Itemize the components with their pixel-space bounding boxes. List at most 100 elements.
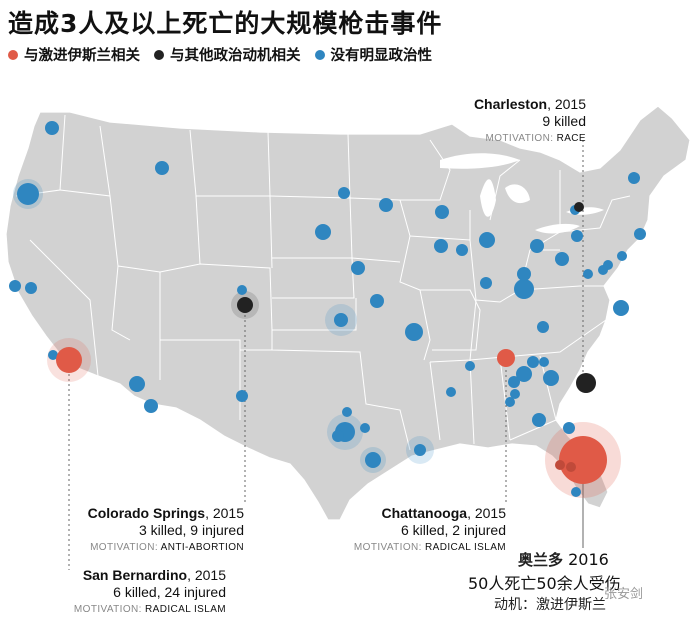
incident-marker	[405, 323, 423, 341]
colorado-springs-label: Colorado Springs, 2015 3 killed, 9 injur…	[88, 505, 244, 556]
legend-dot-black	[154, 49, 164, 60]
incident-marker	[435, 205, 449, 219]
incident-marker	[555, 252, 569, 266]
incident-marker	[543, 370, 559, 386]
incident-marker	[25, 282, 37, 294]
incident-marker	[479, 232, 495, 248]
city-name: Colorado Springs	[87, 505, 206, 521]
incident-marker	[338, 187, 350, 199]
legend-item-not-political: 没有明显政治性	[314, 44, 433, 65]
san-bernardino-label: San Bernardino, 2015 6 killed, 24 injure…	[74, 567, 226, 618]
incident-year: 2015	[194, 567, 226, 583]
incident-marker	[129, 376, 145, 392]
incident-marker	[342, 407, 352, 417]
incident-marker	[505, 397, 515, 407]
city-name: 奥兰多	[518, 551, 564, 569]
incident-marker	[365, 452, 381, 468]
incident-marker	[537, 321, 549, 333]
legend-dot-blue	[314, 49, 325, 60]
legend-label: 没有明显政治性	[330, 48, 433, 64]
incident-year: 2015	[212, 505, 244, 521]
incident-marker	[514, 279, 534, 299]
incident-marker	[45, 121, 59, 135]
incident-year: 2016	[568, 550, 609, 569]
incident-marker	[571, 487, 581, 497]
city-name: Charleston	[473, 96, 548, 112]
incident-marker	[334, 313, 348, 327]
incident-marker	[144, 399, 158, 413]
incident-marker-charleston	[576, 373, 596, 393]
incident-stats: 3 killed, 9 injured	[138, 522, 244, 538]
incident-stats: 50人死亡50余人受伤	[468, 574, 621, 593]
charleston-label: Charleston, 2015 9 killed MOTIVATION: RA…	[474, 96, 586, 147]
incident-marker	[456, 244, 468, 256]
incident-marker	[628, 172, 640, 184]
orlando-label: 奥兰多 2016 50人死亡50余人受伤 动机：激进伊斯兰	[468, 549, 658, 614]
incident-marker	[315, 224, 331, 240]
incident-marker	[530, 239, 544, 253]
incident-marker-chattanooga	[497, 349, 515, 367]
incident-marker	[360, 423, 370, 433]
incident-marker	[517, 267, 531, 281]
motivation: MOTIVATION: RADICAL ISLAM	[73, 604, 226, 615]
incident-marker-orlando	[559, 436, 607, 484]
incident-marker-colorado-springs	[237, 297, 253, 313]
watermark: 张安剑	[604, 587, 644, 602]
legend: 与激进伊斯兰相关 与其他政治动机相关 没有明显政治性	[8, 44, 432, 65]
incident-year: 2015	[554, 96, 586, 112]
incident-marker	[332, 430, 344, 442]
incident-marker	[634, 228, 646, 240]
incident-marker	[510, 389, 520, 399]
incident-marker	[613, 300, 629, 316]
state-borders	[15, 114, 631, 451]
legend-item-other-political: 与其他政治动机相关	[154, 44, 301, 65]
incident-marker	[583, 269, 593, 279]
incident-marker	[446, 387, 456, 397]
incident-marker	[539, 357, 549, 367]
incident-marker	[516, 366, 532, 382]
incident-marker	[155, 161, 169, 175]
legend-label: 与激进伊斯兰相关	[24, 48, 140, 64]
legend-item-radical-islam: 与激进伊斯兰相关	[8, 44, 140, 65]
incident-marker-san-bernardino	[56, 347, 82, 373]
incident-marker	[574, 202, 584, 212]
leader-lines	[68, 140, 584, 570]
incident-marker	[351, 261, 365, 275]
incident-marker	[465, 361, 475, 371]
incident-marker	[237, 285, 247, 295]
legend-dot-red	[8, 49, 18, 60]
incident-marker	[571, 230, 583, 242]
incident-marker	[370, 294, 384, 308]
city-name: San Bernardino	[82, 567, 188, 583]
incident-marker	[532, 413, 546, 427]
legend-label: 与其他政治动机相关	[170, 48, 301, 64]
incident-marker	[480, 277, 492, 289]
incident-stats: 6 killed, 2 injured	[400, 522, 506, 538]
incident-marker	[566, 462, 576, 472]
incident-marker	[9, 280, 21, 292]
incident-marker	[508, 376, 520, 388]
incident-marker	[527, 356, 539, 368]
incident-marker	[414, 444, 426, 456]
incident-marker	[617, 251, 627, 261]
page-title: 造成3人及以上死亡的大规模枪击事件	[8, 9, 443, 38]
incidents-other-political	[237, 202, 596, 393]
incident-marker	[563, 422, 575, 434]
incident-marker	[17, 183, 39, 205]
motivation: MOTIVATION: ANTI-ABORTION	[90, 542, 244, 553]
incident-marker	[236, 390, 248, 402]
incident-marker	[434, 239, 448, 253]
motivation: MOTIVATION: RACE	[485, 133, 586, 144]
incident-stats: 9 killed	[542, 113, 586, 129]
incident-marker	[379, 198, 393, 212]
incident-stats: 6 killed, 24 injured	[113, 584, 226, 600]
city-name: Chattanooga	[381, 505, 468, 521]
chattanooga-label: Chattanooga, 2015 6 killed, 2 injured MO…	[354, 505, 506, 556]
motivation: MOTIVATION: RADICAL ISLAM	[353, 542, 506, 553]
incident-marker	[603, 260, 613, 270]
incident-marker	[555, 460, 565, 470]
incident-marker	[48, 350, 58, 360]
motivation: 动机：激进伊斯兰	[494, 597, 606, 613]
incident-year: 2015	[474, 505, 506, 521]
